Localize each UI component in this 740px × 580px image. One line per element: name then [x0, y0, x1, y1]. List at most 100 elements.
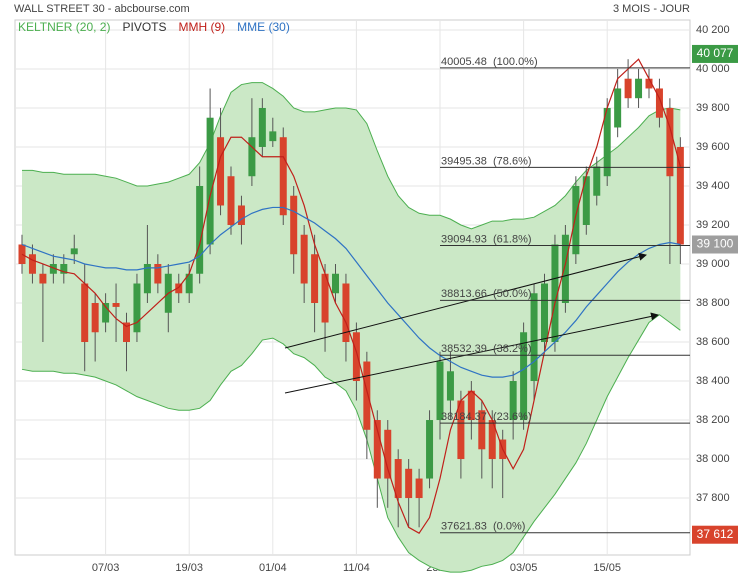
price-tag-label: 39 100	[697, 237, 734, 251]
candle-body	[154, 263, 162, 284]
candle-body	[342, 283, 350, 343]
candle-body	[363, 361, 371, 430]
x-tick-label: 15/05	[593, 562, 621, 574]
candle-body	[467, 390, 475, 421]
keltner-band	[22, 82, 681, 573]
candle-body	[269, 131, 277, 142]
candle-body	[436, 361, 444, 421]
pivot-label: 38813.66 (50.0%)	[441, 288, 532, 300]
legend-entry: KELTNER (20, 2)	[18, 20, 110, 34]
candle-body	[133, 283, 141, 333]
candle-body	[258, 107, 266, 147]
candle-body	[81, 283, 89, 343]
x-tick-label: 19/03	[175, 562, 203, 574]
candle-body	[603, 107, 611, 177]
x-tick-label: 11/04	[343, 562, 370, 574]
candle-body	[91, 303, 99, 333]
candle-body	[39, 273, 47, 284]
y-tick-label: 37 800	[696, 492, 730, 504]
y-tick-label: 38 800	[696, 297, 730, 309]
pivot-label: 39495.38 (78.6%)	[441, 155, 532, 167]
y-tick-label: 38 000	[696, 453, 730, 465]
candle-body	[624, 78, 632, 99]
candle-body	[196, 185, 204, 274]
candle-body	[384, 429, 392, 479]
candle-body	[415, 478, 423, 499]
pivot-label: 39094.93 (61.8%)	[441, 233, 532, 245]
candle-body	[457, 400, 465, 460]
candle-body	[655, 88, 663, 118]
candle-body	[332, 273, 339, 294]
price-tag-label: 37 612	[697, 527, 734, 541]
candle-body	[185, 273, 193, 294]
candle-body	[290, 195, 298, 255]
trend-arrow	[284, 312, 659, 394]
ma-line	[21, 58, 681, 534]
candle-body	[217, 137, 225, 206]
candle-body	[394, 459, 402, 499]
pivot-label: 40005.48 (100.0%)	[441, 56, 538, 68]
candle-body	[175, 283, 183, 294]
candle-body	[311, 254, 319, 304]
candle-body	[582, 176, 590, 225]
x-tick-label: 01/04	[259, 562, 287, 574]
candle-body	[676, 146, 684, 245]
candle-body	[70, 248, 78, 255]
legend-entry: PIVOTS	[122, 20, 166, 34]
candle-body	[635, 78, 643, 99]
keltner-upper	[22, 82, 681, 230]
candle-body	[446, 371, 454, 401]
y-tick-label: 39 000	[696, 258, 730, 270]
candle-body	[551, 244, 559, 343]
candle-body	[28, 254, 36, 274]
candle-body	[248, 137, 256, 177]
candle-body	[488, 420, 496, 460]
y-tick-label: 39 200	[696, 219, 730, 231]
candle-body	[112, 303, 120, 307]
ma-line	[21, 206, 681, 378]
candle-body	[509, 381, 517, 421]
keltner-lower	[21, 314, 681, 573]
period: 3 MOIS - JOUR	[613, 3, 690, 15]
candle-body	[279, 137, 287, 216]
x-tick-label: 03/05	[510, 562, 538, 574]
candle-body	[478, 410, 486, 450]
candle-body	[541, 283, 548, 343]
candle-body	[645, 78, 653, 89]
price-tag	[692, 235, 738, 254]
candle-body	[321, 273, 329, 323]
y-tick-label: 39 600	[696, 141, 730, 153]
candle-body	[530, 293, 538, 382]
candle-body	[143, 263, 151, 294]
candle-body	[561, 234, 569, 304]
candle-body	[405, 468, 413, 499]
y-tick-label: 38 400	[696, 375, 730, 387]
candle-body	[666, 107, 674, 177]
candle-body	[102, 303, 110, 323]
candle-body	[520, 332, 528, 421]
candle-body	[206, 117, 214, 245]
legend-entry: MMH (9)	[179, 20, 226, 34]
candle-body	[593, 166, 601, 196]
pivot-label: 38532.39 (38.2%)	[441, 343, 532, 355]
candle-body	[352, 332, 360, 382]
y-tick-label: 40 200	[696, 24, 730, 36]
y-tick-label: 40 000	[696, 63, 730, 75]
candle-body	[300, 234, 308, 284]
candle-body	[237, 205, 245, 225]
price-tag	[692, 44, 738, 63]
candle-body	[49, 263, 57, 274]
pivot-label: 38184.37 (23.6%)	[441, 411, 532, 423]
legend-entry: MME (30)	[237, 20, 290, 34]
price-tag-label: 40 077	[697, 46, 734, 60]
candle-body	[572, 185, 580, 255]
price-tag	[692, 525, 738, 544]
chart-title: WALL STREET 30 - abcbourse.com	[14, 3, 190, 15]
candle-body	[60, 263, 68, 274]
candle-body	[426, 420, 434, 479]
y-tick-label: 39 800	[696, 102, 730, 114]
candle-body	[227, 176, 235, 225]
y-tick-label: 38 600	[696, 336, 730, 348]
